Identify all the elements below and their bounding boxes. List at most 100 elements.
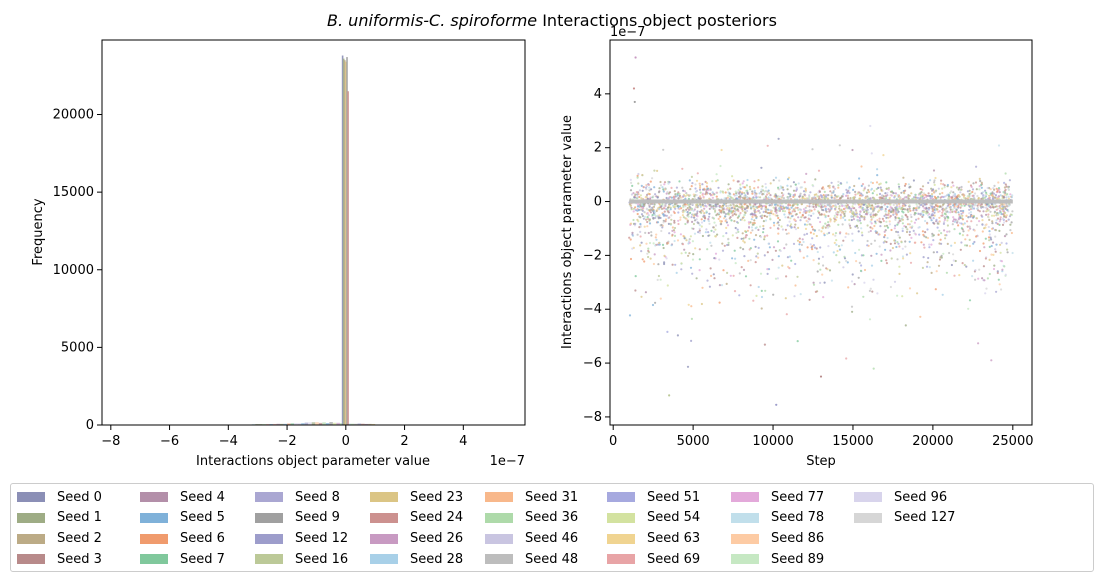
- trace-point: [629, 238, 632, 241]
- trace-point: [932, 251, 935, 254]
- trace-point: [644, 291, 648, 294]
- trace-point: [819, 246, 822, 249]
- trace-point: [851, 205, 854, 208]
- trace-point: [837, 184, 840, 187]
- trace-point: [751, 215, 754, 218]
- trace-point: [734, 190, 737, 193]
- figure-title-italic: B. uniformis-C. spiroforme: [327, 11, 537, 30]
- trace-point: [654, 216, 657, 219]
- trace-point: [922, 210, 925, 213]
- trace-point: [670, 244, 673, 247]
- trace-point: [632, 218, 635, 222]
- trace-point: [919, 195, 923, 198]
- trace-point: [749, 231, 753, 234]
- trace-point: [978, 268, 981, 271]
- legend-label: Seed 6: [180, 531, 225, 547]
- trace-point: [738, 294, 741, 297]
- trace-point: [900, 217, 903, 220]
- trace-point: [699, 191, 702, 194]
- histogram-y-tick-label: 5000: [61, 340, 94, 355]
- trace-point: [792, 208, 796, 211]
- trace-point: [925, 212, 928, 215]
- trace-point: [698, 248, 701, 251]
- trace-point: [901, 229, 904, 233]
- trace-point: [890, 257, 893, 260]
- trace-point: [824, 222, 827, 225]
- trace-point: [699, 184, 702, 187]
- trace-point: [939, 238, 942, 241]
- trace-point: [772, 179, 775, 182]
- trace-point: [884, 207, 887, 211]
- trace-point: [751, 190, 754, 193]
- trace-point: [753, 180, 756, 183]
- histogram-frame: [101, 39, 526, 426]
- trace-point: [815, 193, 818, 196]
- trace-point: [927, 256, 930, 260]
- trace-point: [805, 232, 809, 235]
- trace-point: [805, 223, 809, 226]
- trace-point: [755, 196, 758, 199]
- trace-point: [943, 221, 946, 224]
- trace-point: [805, 172, 808, 175]
- trace-point: [679, 218, 682, 221]
- trace-point: [731, 175, 734, 178]
- histogram-x-tick-label: 4: [459, 434, 467, 449]
- trace-y-tick-label: 0: [594, 195, 602, 210]
- trace-point: [964, 197, 967, 200]
- trace-point: [743, 195, 746, 198]
- trace-point: [760, 188, 763, 191]
- trace-point: [689, 206, 692, 209]
- trace-point: [886, 191, 889, 194]
- trace-point: [906, 208, 909, 211]
- trace-point: [722, 217, 726, 220]
- trace-point: [727, 204, 730, 207]
- trace-point: [971, 188, 975, 191]
- trace-point: [648, 222, 652, 225]
- trace-point: [900, 191, 903, 194]
- histogram-tail-bar: [361, 423, 365, 425]
- trace-point: [984, 189, 987, 192]
- trace-point: [765, 215, 769, 218]
- trace-point: [904, 182, 907, 186]
- trace-point: [993, 188, 996, 191]
- trace-point: [678, 194, 682, 197]
- trace-point: [937, 233, 940, 236]
- trace-point: [753, 219, 756, 222]
- trace-point: [654, 236, 657, 239]
- trace-point: [984, 206, 988, 209]
- trace-point: [657, 263, 660, 266]
- trace-point: [978, 249, 982, 253]
- trace-point: [931, 235, 934, 238]
- trace-point: [897, 210, 900, 213]
- trace-point: [777, 186, 780, 189]
- trace-point: [740, 266, 743, 269]
- legend-item: Seed 26: [370, 529, 463, 549]
- trace-point: [1011, 194, 1014, 197]
- trace-point: [631, 231, 634, 234]
- histogram-tail-bar: [301, 423, 305, 425]
- legend-item: Seed 36: [485, 508, 578, 528]
- trace-point: [712, 217, 716, 220]
- trace-point: [757, 256, 760, 259]
- trace-point: [840, 211, 844, 214]
- trace-point: [952, 216, 955, 219]
- trace-point: [845, 188, 848, 191]
- trace-point: [968, 245, 972, 248]
- trace-point: [777, 227, 780, 230]
- trace-point: [967, 180, 970, 183]
- trace-point: [853, 207, 856, 210]
- trace-point: [998, 229, 1001, 232]
- trace-point: [1011, 210, 1014, 213]
- trace-point: [770, 203, 773, 206]
- trace-point: [656, 196, 659, 199]
- trace-point: [998, 188, 1001, 191]
- trace-point: [695, 189, 699, 192]
- trace-point: [963, 263, 966, 267]
- trace-point: [885, 220, 888, 223]
- histogram-tail-bar: [280, 423, 284, 425]
- trace-point: [839, 182, 843, 185]
- trace-point: [648, 205, 651, 208]
- trace-point: [986, 277, 990, 280]
- legend-swatch: [255, 554, 283, 565]
- trace-point: [985, 213, 988, 216]
